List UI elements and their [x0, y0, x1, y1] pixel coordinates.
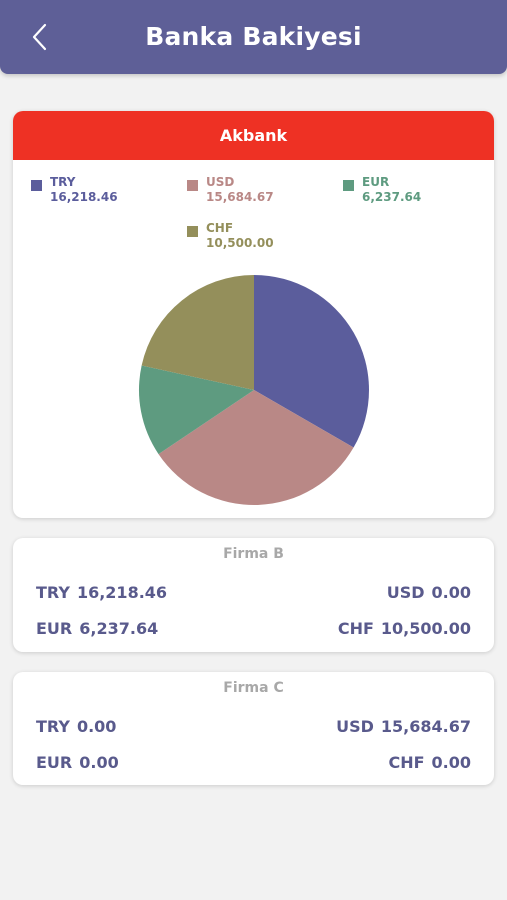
bank-name-bar: Akbank: [13, 111, 494, 160]
legend-code: USD: [206, 175, 235, 189]
pie-slice-try: [254, 275, 370, 448]
legend-code: EUR: [362, 175, 390, 189]
firma-b-card[interactable]: Firma B TRY 16,218.46 USD 0.00 EUR 6,237.64…: [13, 538, 494, 652]
pie-slice-eur: [138, 365, 254, 455]
chevron-left-icon: [32, 23, 47, 51]
firma-c-card[interactable]: Firma C TRY 0.00 USD 15,684.67 EUR 0.00 CHF…: [13, 672, 494, 785]
legend-amount: 16,218.46: [50, 190, 118, 204]
app-header: Banka Bakiyesi: [0, 0, 507, 74]
pie-slice-chf: [141, 275, 254, 390]
balance-chf: CHF 10,500.00: [337, 619, 471, 638]
legend-swatch: [343, 180, 354, 191]
balance-eur: EUR 0.00: [36, 753, 119, 772]
legend-item-usd: USD 15,684.67: [187, 175, 274, 205]
akbank-card[interactable]: Akbank TRY 16,218.46 USD 15,684.67 EUR 6…: [13, 111, 494, 518]
balance-try: TRY 0.00: [36, 717, 117, 736]
balance-chf: CHF 0.00: [388, 753, 471, 772]
firma-title: Firma B: [223, 546, 284, 562]
balance-usd: USD 15,684.67: [336, 717, 471, 736]
balance-eur: EUR 6,237.64: [36, 619, 159, 638]
legend-swatch: [187, 180, 198, 191]
legend-code: TRY: [50, 175, 76, 189]
balance-pie-chart: [138, 275, 370, 506]
legend-amount: 10,500.00: [206, 236, 274, 250]
legend-item-eur: EUR 6,237.64: [343, 175, 421, 205]
balance-try: TRY 16,218.46: [36, 583, 168, 602]
firma-title: Firma C: [223, 680, 284, 696]
legend-item-try: TRY 16,218.46: [31, 175, 118, 205]
legend-amount: 6,237.64: [362, 190, 422, 204]
legend-item-chf: CHF 10,500.00: [187, 221, 274, 251]
legend-code: CHF: [206, 221, 234, 235]
pie-slice-usd: [158, 390, 354, 506]
back-button[interactable]: [22, 18, 58, 56]
legend-amount: 15,684.67: [206, 190, 274, 204]
legend-swatch: [187, 226, 198, 237]
legend-swatch: [31, 180, 42, 191]
balance-usd: USD 0.00: [386, 583, 471, 602]
page-title: Banka Bakiyesi: [145, 22, 362, 51]
